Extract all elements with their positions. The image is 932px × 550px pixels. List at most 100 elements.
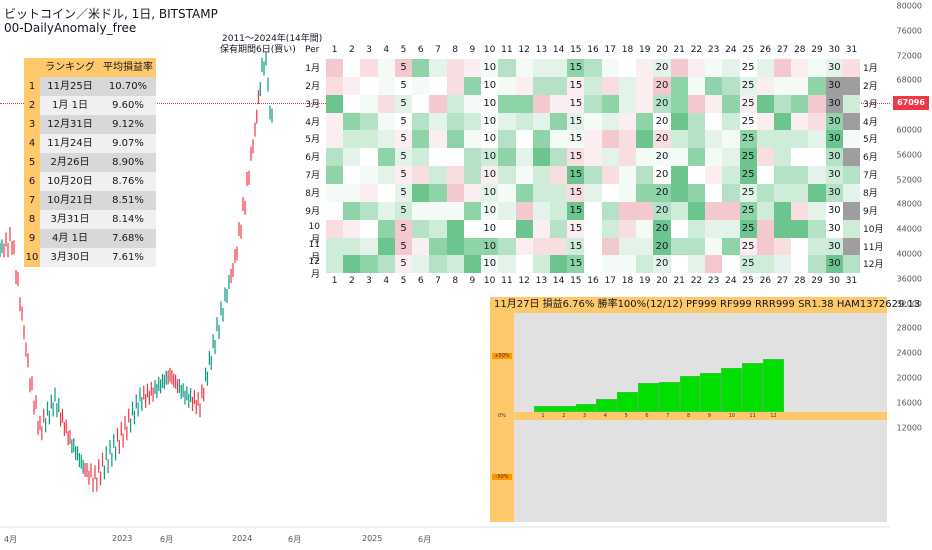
heatmap-cell[interactable] <box>446 130 464 149</box>
heatmap-cell[interactable]: 5 <box>394 201 413 220</box>
heatmap-cell[interactable] <box>412 94 430 113</box>
heatmap-cell[interactable] <box>636 255 654 274</box>
heatmap-cell[interactable]: 5 <box>394 130 413 149</box>
heatmap-cell[interactable] <box>549 148 568 167</box>
heatmap-cell[interactable] <box>618 166 637 184</box>
heatmap-cell[interactable] <box>326 76 344 95</box>
heatmap-cell[interactable] <box>515 130 533 149</box>
heatmap-cell[interactable]: 15 <box>567 237 585 256</box>
heatmap-cell[interactable]: 25 <box>739 219 757 238</box>
heatmap-cell[interactable] <box>773 219 792 238</box>
heatmap-cell[interactable] <box>687 255 706 274</box>
heatmap-cell[interactable] <box>429 112 447 131</box>
heatmap-cell[interactable] <box>773 112 792 131</box>
heatmap-cell[interactable]: 20 <box>653 76 671 95</box>
indicator-name[interactable]: 00-DailyAnomaly_free <box>4 21 137 35</box>
heatmap-cell[interactable] <box>601 166 619 184</box>
heatmap-cell[interactable] <box>429 237 447 256</box>
heatmap-cell[interactable] <box>343 219 361 238</box>
heatmap-cell[interactable]: 20 <box>653 183 671 202</box>
heatmap-cell[interactable] <box>515 148 533 167</box>
heatmap-cell[interactable] <box>791 94 809 113</box>
heatmap-cell[interactable]: 30 <box>825 166 843 184</box>
heatmap-cell[interactable] <box>498 148 516 167</box>
heatmap-cell[interactable] <box>687 201 706 220</box>
heatmap-cell[interactable] <box>670 76 688 95</box>
heatmap-cell[interactable] <box>808 94 826 113</box>
heatmap-cell[interactable] <box>584 201 602 220</box>
heatmap-cell[interactable] <box>360 183 378 202</box>
heatmap-cell[interactable] <box>756 148 775 167</box>
heatmap-cell[interactable] <box>722 112 740 131</box>
heatmap-cell[interactable] <box>412 255 430 274</box>
heatmap-cell[interactable] <box>326 237 344 256</box>
heatmap-cell[interactable] <box>446 148 464 167</box>
heatmap-cell[interactable] <box>773 94 792 113</box>
heatmap-cell[interactable]: 15 <box>567 255 585 274</box>
heatmap-cell[interactable] <box>808 183 826 202</box>
heatmap-cell[interactable] <box>326 112 344 131</box>
heatmap-cell[interactable] <box>360 112 378 131</box>
heatmap-cell[interactable] <box>808 148 826 167</box>
heatmap-cell[interactable] <box>377 76 395 95</box>
heatmap-cell[interactable] <box>791 59 809 77</box>
heatmap-cell[interactable] <box>791 130 809 149</box>
heatmap-cell[interactable] <box>670 166 688 184</box>
heatmap-cell[interactable] <box>808 237 826 256</box>
heatmap-cell[interactable]: 20 <box>653 59 671 77</box>
heatmap-cell[interactable] <box>842 255 861 274</box>
heatmap-cell[interactable] <box>705 255 723 274</box>
heatmap-cell[interactable] <box>687 130 706 149</box>
heatmap-cell[interactable] <box>601 183 619 202</box>
heatmap-cell[interactable] <box>532 94 551 113</box>
heatmap-cell[interactable] <box>360 219 378 238</box>
heatmap-cell[interactable] <box>412 183 430 202</box>
heatmap-cell[interactable] <box>756 112 775 131</box>
heatmap-cell[interactable] <box>343 76 361 95</box>
heatmap-cell[interactable]: 30 <box>825 183 843 202</box>
heatmap-cell[interactable] <box>791 76 809 95</box>
heatmap-cell[interactable] <box>515 237 533 256</box>
heatmap-cell[interactable] <box>705 94 723 113</box>
heatmap-cell[interactable] <box>532 166 551 184</box>
heatmap-cell[interactable] <box>446 59 464 77</box>
heatmap-cell[interactable] <box>808 130 826 149</box>
heatmap-cell[interactable] <box>429 94 447 113</box>
heatmap-cell[interactable] <box>687 183 706 202</box>
heatmap-cell[interactable] <box>722 183 740 202</box>
heatmap-cell[interactable] <box>842 112 861 131</box>
heatmap-cell[interactable] <box>756 59 775 77</box>
heatmap-cell[interactable] <box>515 201 533 220</box>
heatmap-cell[interactable] <box>532 183 551 202</box>
heatmap-cell[interactable]: 25 <box>739 112 757 131</box>
heatmap-cell[interactable] <box>601 148 619 167</box>
heatmap-cell[interactable]: 15 <box>567 148 585 167</box>
heatmap-cell[interactable] <box>636 112 654 131</box>
heatmap-cell[interactable] <box>722 219 740 238</box>
heatmap-cell[interactable]: 30 <box>825 59 843 77</box>
heatmap-cell[interactable] <box>687 166 706 184</box>
heatmap-cell[interactable]: 30 <box>825 255 843 274</box>
heatmap-cell[interactable]: 25 <box>739 76 757 95</box>
heatmap-cell[interactable] <box>618 255 637 274</box>
heatmap-cell[interactable] <box>498 166 516 184</box>
heatmap-cell[interactable] <box>343 59 361 77</box>
heatmap-cell[interactable] <box>773 166 792 184</box>
heatmap-cell[interactable] <box>343 201 361 220</box>
heatmap-cell[interactable] <box>429 183 447 202</box>
heatmap-cell[interactable] <box>343 166 361 184</box>
heatmap-cell[interactable] <box>687 94 706 113</box>
heatmap-cell[interactable] <box>584 237 602 256</box>
heatmap-cell[interactable] <box>532 255 551 274</box>
heatmap-cell[interactable] <box>842 201 861 220</box>
heatmap-cell[interactable] <box>705 237 723 256</box>
heatmap-cell[interactable] <box>773 59 792 77</box>
heatmap-cell[interactable] <box>412 59 430 77</box>
heatmap-cell[interactable]: 5 <box>394 183 413 202</box>
heatmap-cell[interactable] <box>687 59 706 77</box>
heatmap-cell[interactable] <box>549 59 568 77</box>
heatmap-cell[interactable] <box>515 255 533 274</box>
heatmap-cell[interactable] <box>463 94 482 113</box>
heatmap-cell[interactable]: 10 <box>481 219 499 238</box>
heatmap-cell[interactable] <box>756 255 775 274</box>
